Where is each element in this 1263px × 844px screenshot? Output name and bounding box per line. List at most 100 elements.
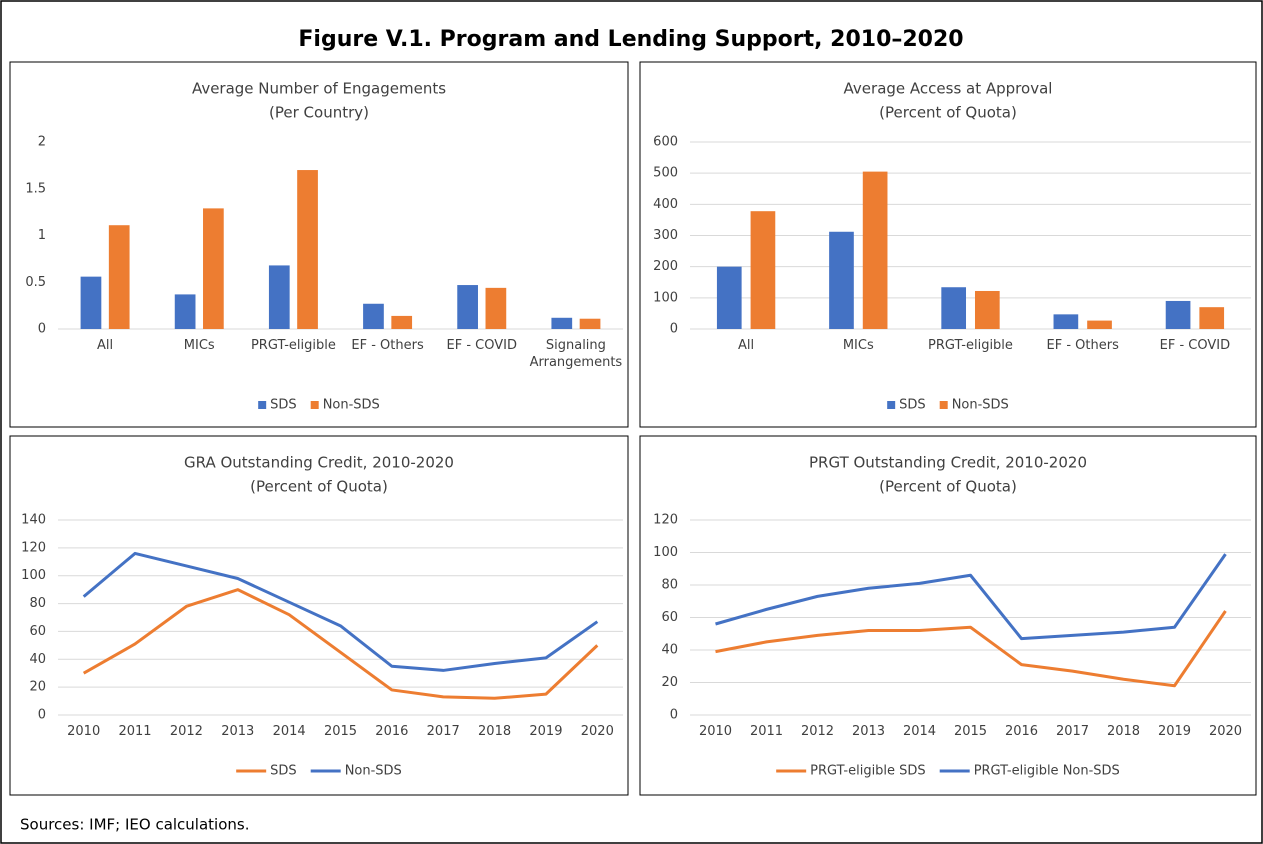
- bar: [750, 211, 776, 329]
- bar: [716, 266, 742, 329]
- x-tick-label: All: [738, 338, 755, 353]
- bar: [1199, 307, 1225, 329]
- legend-label: SDS: [270, 398, 297, 413]
- x-tick-label: MICs: [842, 338, 874, 353]
- source-note: Sources: IMF; IEO calculations.: [20, 816, 249, 834]
- x-tick-label-box: 2019: [529, 724, 563, 739]
- bar: [579, 318, 601, 329]
- x-tick-label-box: 2018: [1106, 724, 1141, 739]
- x-tick-label: EF - Others: [1046, 338, 1119, 353]
- x-tick-label: 2020: [1208, 724, 1243, 739]
- y-tick-label: 1.5: [25, 181, 46, 196]
- x-tick-label-box: 2010: [699, 724, 732, 739]
- x-tick-label-box: 2018: [478, 724, 512, 739]
- x-tick-label-box: EF - COVID: [447, 338, 517, 353]
- x-tick-label-box: EF - Others: [351, 338, 424, 353]
- x-tick-label-box: 2012: [800, 724, 835, 739]
- legend-swatch: [939, 401, 948, 409]
- x-tick-label: 2017: [426, 724, 460, 739]
- y-tick-label: 120: [21, 540, 46, 555]
- y-tick-label: 500: [653, 166, 678, 181]
- y-tick-label: 100: [653, 290, 678, 305]
- x-tick-label-box: 2019: [1157, 724, 1192, 739]
- x-tick-label: 2020: [580, 724, 614, 739]
- x-tick-label: 2015: [323, 724, 358, 739]
- line-series: [715, 610, 1227, 688]
- y-tick-label: 100: [653, 545, 678, 560]
- x-tick-label-box: 2012: [169, 724, 203, 739]
- figure-title: Figure V.1. Program and Lending Support,…: [298, 27, 963, 52]
- x-tick-label-box: 2010: [67, 724, 101, 739]
- legend-swatch: [258, 401, 267, 409]
- panel-border: [9, 435, 629, 796]
- x-tick-label-box: EF - Others: [1046, 338, 1119, 353]
- y-tick-label: 600: [653, 135, 678, 150]
- y-tick-label: 20: [661, 675, 678, 690]
- legend-swatch: [887, 401, 896, 409]
- x-tick-label: 2014: [272, 724, 306, 739]
- x-tick-label: 2010: [67, 724, 101, 739]
- x-tick-label-box: 2014: [272, 724, 306, 739]
- bar: [1165, 300, 1191, 329]
- y-tick-label: 400: [653, 197, 678, 212]
- bar: [1053, 314, 1079, 329]
- legend-label: SDS: [270, 764, 297, 779]
- x-tick-label: All: [97, 338, 114, 353]
- x-tick-label-box: 2016: [375, 724, 408, 739]
- x-tick-label-box: 2017: [426, 724, 460, 739]
- x-tick-label: Signaling Arrangements: [529, 338, 623, 370]
- y-tick-label: 40: [29, 652, 46, 667]
- y-tick-label: 140: [21, 513, 46, 528]
- x-tick-label: 2018: [1106, 724, 1141, 739]
- y-tick-label: 0: [670, 708, 678, 723]
- line-series: [82, 588, 599, 700]
- y-tick-label: 100: [21, 568, 46, 583]
- x-tick-label: 2018: [478, 724, 512, 739]
- y-tick-label: 1: [38, 228, 46, 243]
- legend-label: Non-SDS: [345, 764, 402, 779]
- x-tick-label-box: 2015: [953, 724, 988, 739]
- chart-subtitle: (Per Country): [269, 104, 369, 122]
- x-tick-label: 2011: [749, 724, 784, 739]
- y-tick-label: 0: [38, 322, 46, 337]
- bar: [80, 276, 102, 329]
- x-tick-label-box: 2016: [1004, 724, 1039, 739]
- x-tick-label-box: 2011: [118, 724, 151, 739]
- x-tick-label-box: All: [738, 338, 755, 353]
- x-tick-label: 2016: [1004, 724, 1039, 739]
- line-series: [715, 553, 1227, 641]
- x-tick-label-box: PRGT-eligible: [928, 338, 1013, 353]
- x-tick-label: 2012: [169, 724, 203, 739]
- legend-label: Non-SDS: [952, 398, 1009, 413]
- bar: [108, 225, 130, 329]
- legend-label: Non-SDS: [323, 398, 380, 413]
- bar: [1087, 320, 1112, 329]
- bar: [862, 171, 888, 329]
- y-tick-label: 80: [661, 578, 678, 593]
- chart-subtitle: (Percent of Quota): [879, 478, 1017, 496]
- x-tick-label: 2012: [800, 724, 835, 739]
- y-tick-label: 60: [661, 610, 678, 625]
- bar: [941, 287, 967, 329]
- x-tick-label-box: PRGT-eligible: [250, 338, 336, 353]
- x-tick-label-box: All: [97, 338, 114, 353]
- x-tick-label: 2019: [1157, 724, 1192, 739]
- y-tick-label: 200: [653, 259, 678, 274]
- x-tick-label-box: EF - COVID: [1160, 338, 1230, 353]
- x-tick-label: PRGT-eligible: [250, 338, 336, 353]
- x-tick-label-box: 2015: [323, 724, 358, 739]
- x-tick-label: EF - Others: [351, 338, 424, 353]
- line-series: [82, 551, 599, 672]
- legend-label: PRGT-eligible SDS: [810, 764, 926, 779]
- chart-subtitle: (Percent of Quota): [250, 478, 388, 496]
- y-tick-label: 80: [29, 596, 46, 611]
- x-tick-label: MICs: [183, 338, 215, 353]
- chart-title: GRA Outstanding Credit, 2010-2020: [184, 454, 454, 472]
- x-tick-label: 2019: [529, 724, 563, 739]
- y-tick-label: 40: [661, 643, 678, 658]
- x-tick-label: 2015: [953, 724, 988, 739]
- panel-border: [639, 61, 1257, 428]
- bar: [297, 170, 318, 329]
